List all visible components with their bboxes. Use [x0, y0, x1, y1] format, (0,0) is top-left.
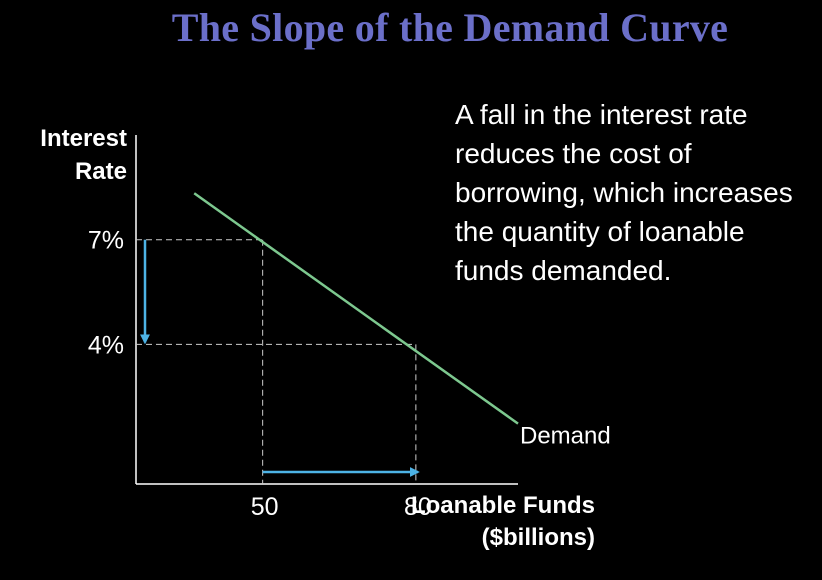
change-arrows — [140, 239, 420, 477]
guide-lines — [136, 239, 417, 484]
chart-axes — [135, 135, 518, 485]
slide-title: The Slope of the Demand Curve — [171, 5, 729, 50]
demand-curve-line — [193, 192, 519, 425]
explanation-text: A fall in the interest rate reduces the … — [455, 99, 793, 286]
chart-series — [193, 192, 519, 425]
chart-labels: Demand 7% 4% 50 80 Interest Rate Loanable Funds… — [40, 125, 610, 551]
y-axis-title-line: Rate — [75, 158, 127, 185]
demand-series-label: Demand — [520, 423, 611, 450]
x-tick-label: 80 — [404, 493, 432, 521]
y-tick-label: 4% — [88, 331, 124, 359]
y-tick-label: 7% — [88, 227, 124, 255]
x-tick-label: 50 — [251, 493, 279, 521]
x-axis-title-line: ($billions) — [482, 524, 595, 551]
x-axis-title-line: Loanable Funds — [411, 492, 595, 519]
y-axis-title-line: Interest — [40, 125, 127, 152]
